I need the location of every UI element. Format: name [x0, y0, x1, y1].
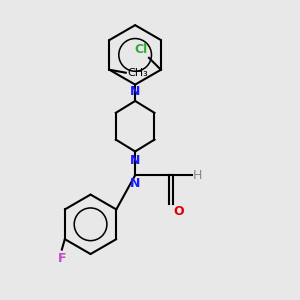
Text: N: N [130, 177, 140, 190]
Text: H: H [193, 169, 202, 182]
Text: Cl: Cl [134, 44, 148, 56]
Text: N: N [130, 154, 140, 167]
Text: O: O [174, 205, 184, 218]
Text: CH₃: CH₃ [127, 68, 148, 78]
Text: N: N [130, 85, 140, 98]
Text: F: F [58, 252, 66, 265]
